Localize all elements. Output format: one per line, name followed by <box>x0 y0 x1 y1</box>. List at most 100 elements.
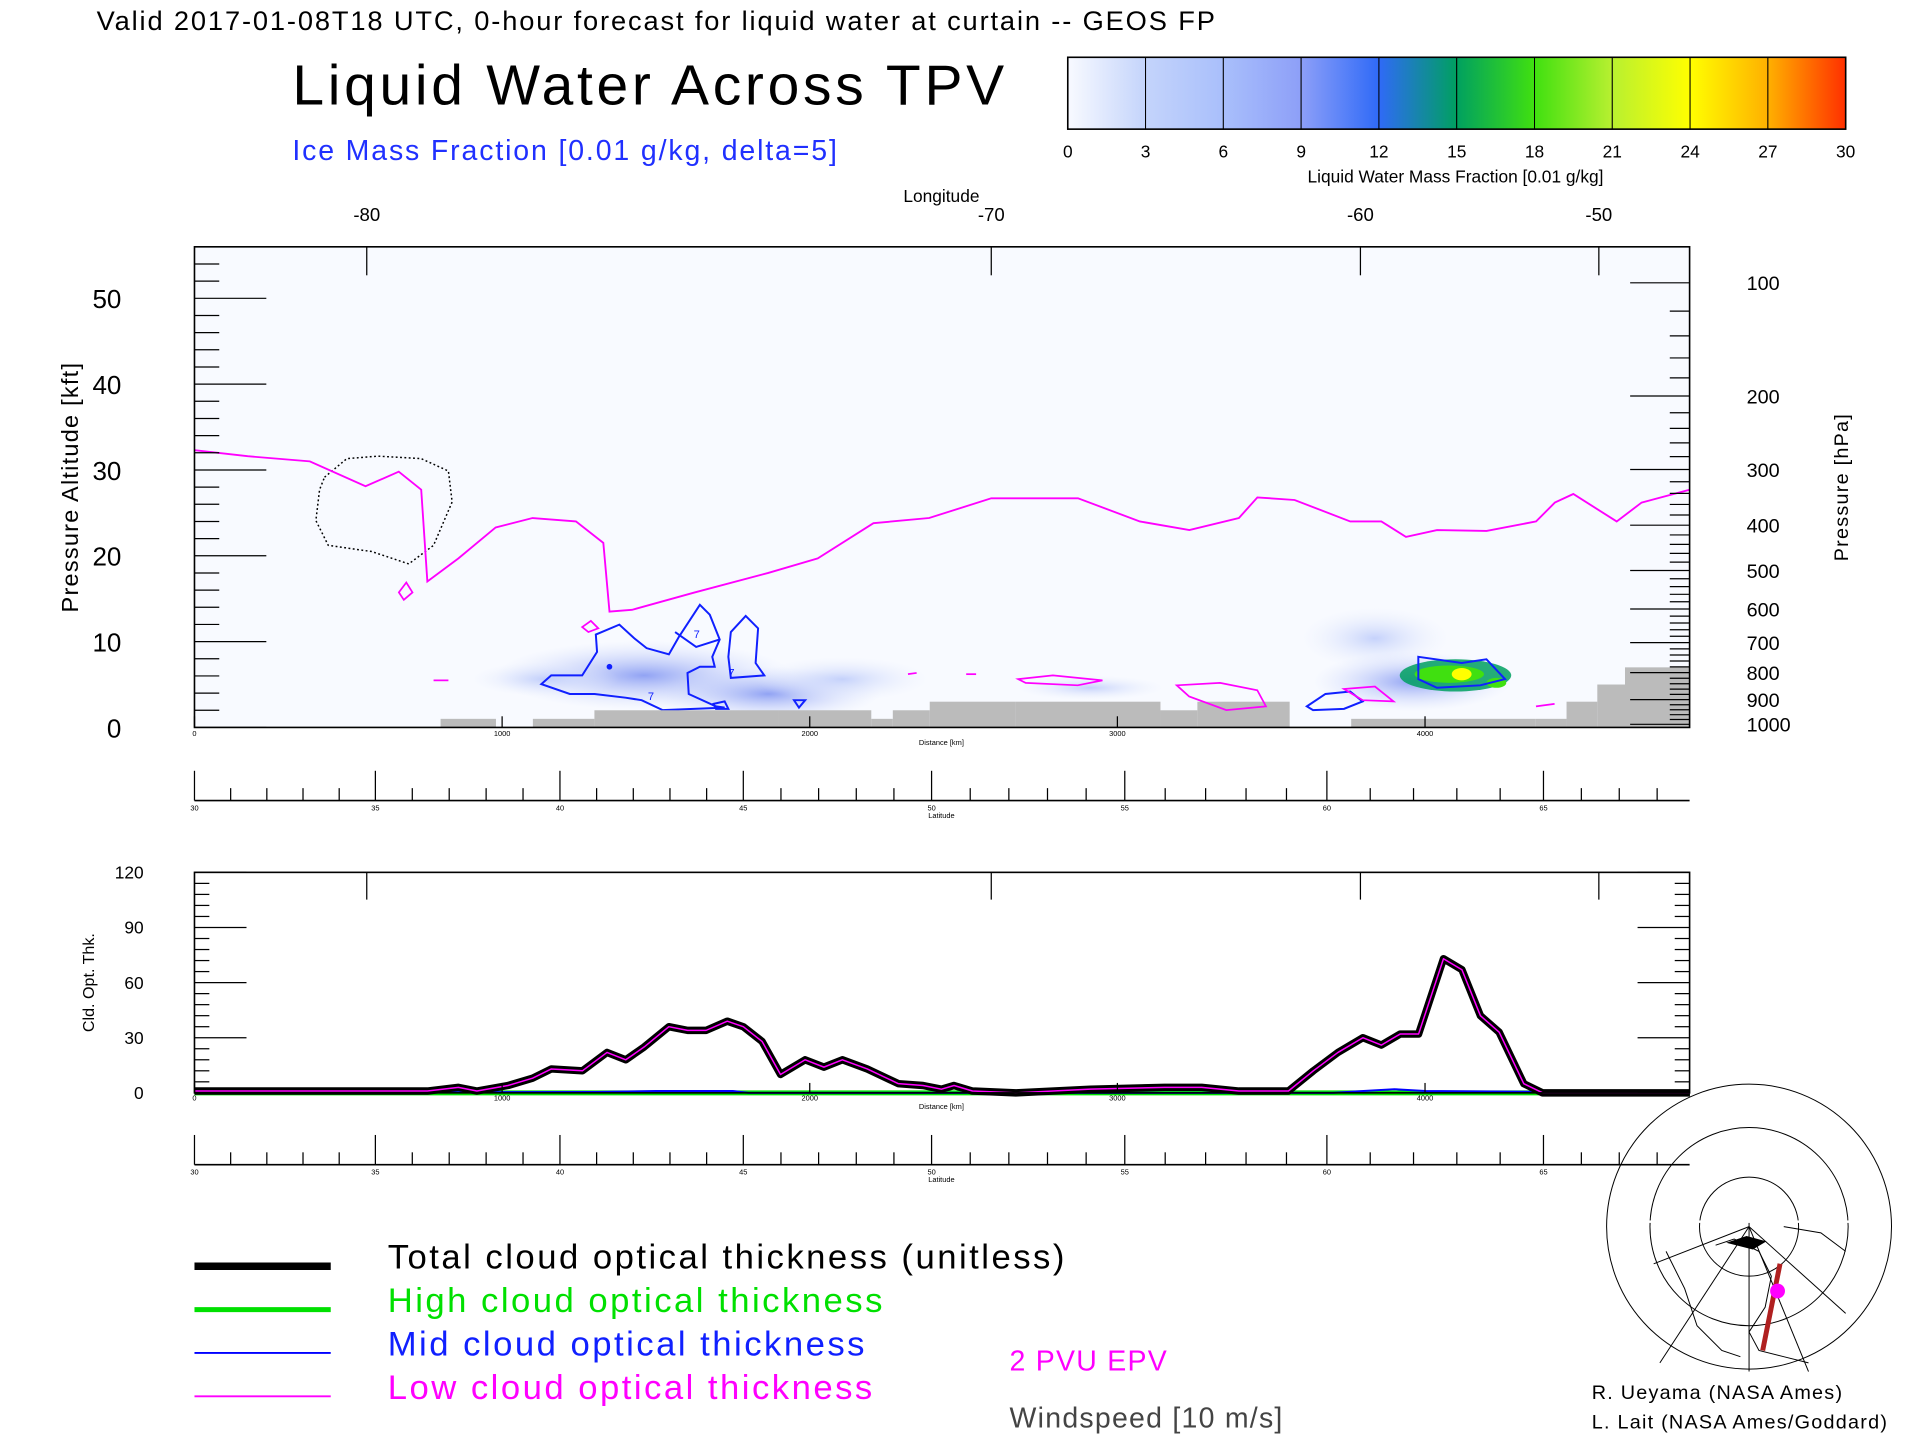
distance-tick-label: 0 <box>192 1093 196 1102</box>
terrain-block <box>929 701 1016 728</box>
pressure-tick-label: 200 <box>1747 386 1780 408</box>
optical-tick-label: 120 <box>115 863 144 883</box>
colorbar-tick-label: 6 <box>1219 142 1229 162</box>
valid-time-line: Valid 2017-01-08T18 UTC, 0-hour forecast… <box>97 5 1217 36</box>
legend-mid: Mid cloud optical thickness <box>388 1325 867 1363</box>
distance-tick-label: 1000 <box>494 1093 511 1102</box>
pressure-tick-label: 800 <box>1747 663 1780 685</box>
terrain-block <box>1197 701 1290 728</box>
colorbar-tick-label: 21 <box>1603 142 1622 162</box>
contour-label: 7 <box>694 629 700 641</box>
latitude-axis-1: 30 35 40 45 50 55 60 65 Latitude <box>190 770 1690 820</box>
pressure-tick-label: 700 <box>1747 633 1780 655</box>
latitude-axis-label: Latitude <box>928 1175 954 1184</box>
optical-tick-label: 60 <box>124 973 143 993</box>
epv-2pvu-line <box>194 449 1690 613</box>
altitude-tick-label: 30 <box>92 456 121 486</box>
colorbar-segment <box>1145 56 1224 130</box>
credit-line-1: R. Ueyama (NASA Ames) <box>1592 1382 1844 1404</box>
longitude-tick-label: -50 <box>1585 204 1612 225</box>
altitude-tick-label: 10 <box>92 628 121 658</box>
flight-track <box>1760 1263 1783 1351</box>
colorbar-segment <box>1689 56 1769 130</box>
terrain-block <box>440 718 496 728</box>
latitude-tick-label: 55 <box>1121 1168 1129 1177</box>
colorbar-segment <box>1534 56 1613 130</box>
terrain-block <box>594 710 779 728</box>
distance-tick-label: 0 <box>192 729 196 738</box>
latitude-tick-label: 45 <box>739 1168 747 1177</box>
latitude-axis-2: 30 35 40 45 50 55 60 65 Latitude <box>190 1134 1690 1184</box>
distance-tick-label: 3000 <box>1109 729 1126 738</box>
latitude-tick-label: 60 <box>1323 1168 1331 1177</box>
terrain-block <box>871 718 893 728</box>
longitude-tick-label: -80 <box>353 204 380 225</box>
altitude-tick-label: 50 <box>92 284 121 314</box>
distance-tick-label: 4000 <box>1417 729 1434 738</box>
bottom-plot-axes: 0 30 60 90 120 0 1000 2000 3000 4000 <box>115 863 1690 1103</box>
colorbar-tick-label: 3 <box>1141 142 1151 162</box>
ice-field <box>470 607 1512 722</box>
page-title: Liquid Water Across TPV <box>292 53 1008 117</box>
colorbar-segment <box>1067 56 1147 130</box>
colorbar-segment <box>1767 56 1847 130</box>
optical-thickness-axis-label: Cld. Opt. Thk. <box>80 933 98 1032</box>
ice-mass-subtitle: Ice Mass Fraction [0.01 g/kg, delta=5] <box>292 135 838 167</box>
epv-line <box>194 449 1690 613</box>
locator-map <box>1606 1083 1893 1372</box>
latitude-tick-label: 35 <box>371 1168 379 1177</box>
terrain-block <box>1624 667 1690 728</box>
legend-total: Total cloud optical thickness (unitless) <box>388 1239 1067 1277</box>
distance-tick-label: 2000 <box>801 729 818 738</box>
distance-axis-label: Distance [km] <box>919 738 964 747</box>
optical-tick-label: 30 <box>124 1028 143 1048</box>
latitude-tick-label: 35 <box>371 803 379 812</box>
latitude-tick-label: 30 <box>190 803 198 812</box>
colorbar-tick-label: 18 <box>1525 142 1544 162</box>
legend-low: Low cloud optical thickness <box>388 1369 875 1407</box>
latitude-tick-label: 50 <box>927 803 935 812</box>
contour-label: 7 <box>728 668 734 680</box>
ice-contours <box>539 603 1507 712</box>
distance-tick-label: 4000 <box>1417 1093 1434 1102</box>
colorbar-label: Liquid Water Mass Fraction [0.01 g/kg] <box>1307 166 1603 186</box>
top-plot-axes: 0 10 20 30 40 50 100 200 300 400 500 600 700 800 900 10… <box>92 246 1791 743</box>
terrain-block <box>1015 701 1161 728</box>
latitude-axis-label: Latitude <box>928 811 954 820</box>
optical-tick-label: 0 <box>134 1083 144 1103</box>
legend-high: High cloud optical thickness <box>388 1282 885 1320</box>
legend-epv: 2 PVU EPV <box>1010 1345 1168 1377</box>
colorbar: 0 3 6 9 12 15 18 21 24 27 30 <box>1063 56 1855 162</box>
latitude-tick-label: 45 <box>739 803 747 812</box>
bottom-plot-background <box>194 872 1690 1093</box>
credit-line-2: L. Lait (NASA Ames/Goddard) <box>1592 1412 1888 1434</box>
colorbar-segment <box>1456 56 1536 130</box>
altitude-axis-label: Pressure Altitude [kft] <box>57 362 83 613</box>
altitude-tick-label: 40 <box>92 370 121 400</box>
distance-axis-label-2: Distance [km] <box>919 1102 964 1111</box>
legend-windspeed: Windspeed [10 m/s] <box>1010 1402 1284 1434</box>
distance-tick-label: 2000 <box>801 1093 818 1102</box>
colorbar-tick-label: 12 <box>1369 142 1388 162</box>
terrain-block <box>892 710 930 728</box>
colorbar-tick-label: 27 <box>1758 142 1777 162</box>
colorbar-tick-label: 15 <box>1447 142 1466 162</box>
distance-tick-label: 3000 <box>1109 1093 1126 1102</box>
colorbar-segment <box>1611 56 1691 130</box>
terrain-block <box>1351 718 1536 728</box>
terrain <box>440 667 1690 728</box>
epv-islands <box>397 580 1555 711</box>
optical-tick-label: 90 <box>124 918 143 938</box>
pressure-tick-label: 500 <box>1747 561 1780 583</box>
altitude-tick-label: 0 <box>107 713 121 743</box>
terrain-block <box>1535 718 1567 728</box>
terrain-block <box>532 718 595 728</box>
pressure-tick-label: 400 <box>1747 516 1780 538</box>
pressure-tick-label: 300 <box>1747 460 1780 482</box>
pressure-tick-label: 600 <box>1747 599 1780 621</box>
latitude-tick-label: 50 <box>927 1168 935 1177</box>
pressure-tick-label: 900 <box>1747 690 1780 712</box>
colorbar-tick-label: 24 <box>1680 142 1700 162</box>
terrain-block <box>1566 701 1598 728</box>
